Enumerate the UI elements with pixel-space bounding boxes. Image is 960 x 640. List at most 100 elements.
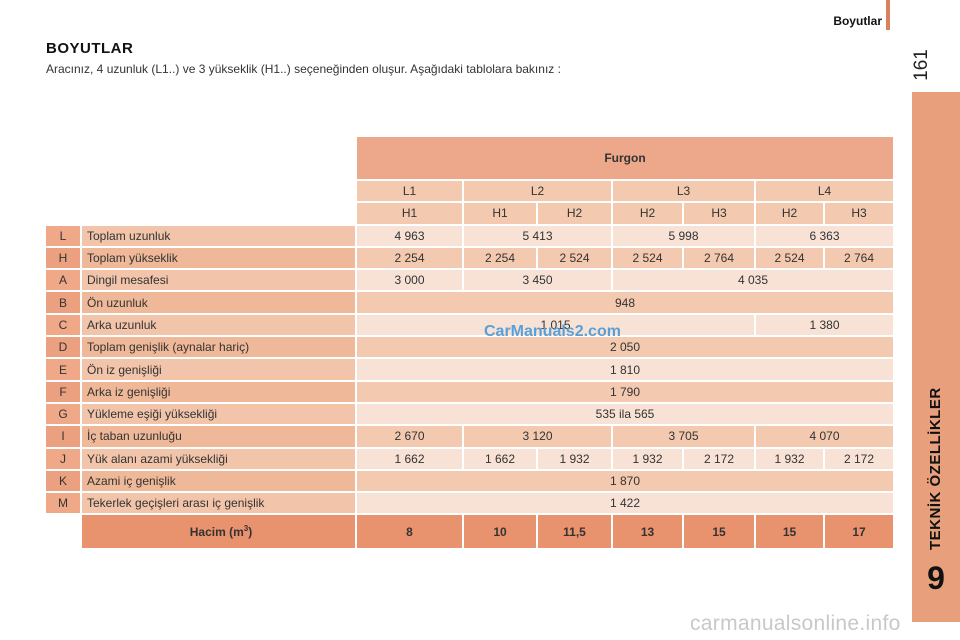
length-header: L3	[611, 178, 756, 204]
cell-value: 2 524	[754, 245, 825, 271]
cell-value: 5 998	[611, 223, 756, 248]
row-label: Dingil mesafesi	[80, 268, 357, 293]
cell-value: 2 172	[682, 446, 756, 471]
row-label: Tekerlek geçişleri arası iç genişlik	[80, 491, 357, 516]
table-row: E Ön iz genişliği 1 810	[44, 357, 896, 382]
volume-value: 11,5	[536, 513, 613, 551]
row-label: Ön iz genişliği	[80, 357, 357, 382]
cell-value: 1 380	[753, 312, 896, 338]
table-row: G Yükleme eşiği yüksekliği 535 ila 565	[44, 401, 896, 427]
length-header: L4	[753, 178, 896, 204]
cell-value: 3 120	[462, 424, 613, 449]
chapter-number: 9	[927, 560, 945, 596]
volume-value: 15	[682, 513, 756, 551]
cell-value: 3 450	[462, 268, 613, 293]
table-row: H Toplam yükseklik 2 254 2 254 2 524 2 5…	[44, 245, 896, 271]
height-header: H2	[536, 201, 613, 226]
cell-value: 1 662	[462, 446, 538, 471]
height-header: H2	[754, 201, 825, 226]
cell-value: 535 ila 565	[354, 401, 896, 427]
cell-value: 4 070	[753, 424, 896, 449]
volume-value: 15	[754, 513, 825, 551]
volume-value: 8	[355, 513, 464, 551]
height-header: H3	[822, 201, 896, 226]
table-row: M Tekerlek geçişleri arası iç genişlik 1…	[44, 491, 896, 516]
row-code: A	[44, 268, 82, 293]
table-row: C Arka uzunluk 1 015 1 380	[44, 312, 896, 338]
cell-value: 1 932	[536, 446, 613, 471]
length-header: L2	[462, 178, 613, 204]
cell-value: 1 422	[354, 491, 896, 516]
section-title: Boyutlar	[833, 14, 882, 28]
row-code: E	[44, 357, 82, 382]
cell-value: 3 000	[355, 268, 464, 293]
table-corner	[44, 135, 357, 181]
row-code: J	[44, 446, 82, 471]
cell-value: 4 963	[355, 223, 464, 248]
table-row: L Toplam uzunluk 4 963 5 413 5 998 6 363	[44, 223, 896, 248]
volume-row: Hacim (m3) 8 10 11,5 13 15 15 17	[44, 513, 896, 551]
row-code: L	[44, 223, 82, 248]
table-row: B Ön uzunluk 948	[44, 290, 896, 315]
row-code: C	[44, 312, 82, 338]
volume-value: 13	[611, 513, 684, 551]
cell-value: 2 524	[611, 245, 684, 271]
cell-value: 2 764	[822, 245, 896, 271]
cell-value: 2 764	[682, 245, 756, 271]
row-label: Yükleme eşiği yüksekliği	[80, 401, 357, 427]
table-row: J Yük alanı azami yüksekliği 1 662 1 662…	[44, 446, 896, 471]
row-label: Toplam yükseklik	[80, 245, 357, 271]
row-code: K	[44, 468, 82, 494]
table-row: I İç taban uzunluğu 2 670 3 120 3 705 4 …	[44, 424, 896, 449]
row-code: F	[44, 379, 82, 404]
cell-value: 1 932	[611, 446, 684, 471]
cell-value: 2 050	[354, 335, 896, 360]
cell-value: 2 524	[536, 245, 613, 271]
cell-value: 1 810	[354, 357, 896, 382]
row-label: İç taban uzunluğu	[80, 424, 357, 449]
cell-value: 2 254	[355, 245, 464, 271]
cell-value: 2 254	[462, 245, 538, 271]
header-accent-bar	[886, 0, 890, 30]
volume-label: Hacim (m3)	[80, 513, 357, 551]
watermark-footer: carmanualsonline.info	[690, 612, 901, 635]
watermark-center: CarManuals2.com	[484, 323, 621, 340]
chapter-side-band	[912, 92, 960, 622]
page-number: 161	[911, 49, 932, 81]
row-label: Arka uzunluk	[80, 312, 357, 338]
dimensions-table: Furgon L1 L2 L3 L4 H1 H1 H2 H2 H3 H2 H 3 …	[44, 135, 896, 551]
row-code: G	[44, 401, 82, 427]
cell-value: 1 790	[354, 379, 896, 404]
cell-value: 2 172	[822, 446, 896, 471]
table-row: K Azami iç genişlik 1 870	[44, 468, 896, 494]
row-code: M	[44, 491, 82, 516]
document-title: BOYUTLAR	[46, 40, 134, 57]
cell-value: 1 932	[754, 446, 825, 471]
volume-value: 10	[462, 513, 538, 551]
cell-value: 3 705	[611, 424, 756, 449]
cell-value: 1 015	[355, 312, 756, 338]
height-header: H2	[611, 201, 684, 226]
row-label: Ön uzunluk	[80, 290, 357, 315]
cell-value: 1 870	[354, 468, 896, 494]
cell-value: 1 662	[355, 446, 464, 471]
row-label: Toplam genişlik (aynalar hariç)	[80, 335, 357, 360]
table-row: F Arka iz genişliği 1 790	[44, 379, 896, 404]
cell-value: 2 670	[355, 424, 464, 449]
height-header: H1	[462, 201, 538, 226]
intro-paragraph: Aracınız, 4 uzunluk (L1..) ve 3 yüksekli…	[46, 62, 561, 76]
row-code: H	[44, 245, 82, 271]
height-header: H3	[682, 201, 756, 226]
chapter-title: TEKNİK ÖZELLİKLER	[927, 387, 944, 550]
volume-value: 17	[822, 513, 896, 551]
row-code: I	[44, 424, 82, 449]
table-row: A Dingil mesafesi 3 000 3 450 4 035	[44, 268, 896, 293]
row-label: Azami iç genişlik	[80, 468, 357, 494]
cell-value: 4 035	[610, 268, 896, 293]
row-code: B	[44, 290, 82, 315]
height-header: H1	[355, 201, 464, 226]
row-code: D	[44, 335, 82, 360]
cell-value: 5 413	[462, 223, 613, 248]
length-header: L1	[355, 178, 464, 204]
furgon-header: Furgon	[354, 135, 896, 181]
